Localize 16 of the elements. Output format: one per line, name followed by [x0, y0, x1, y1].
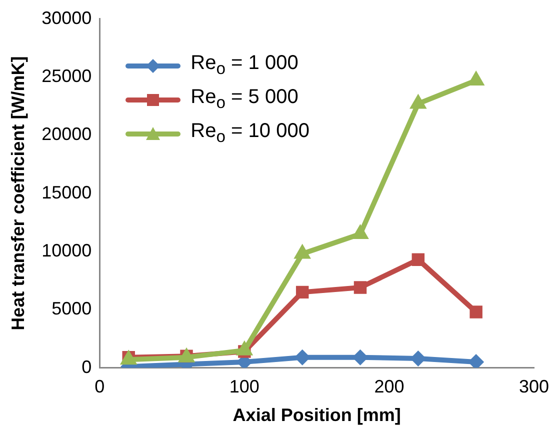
legend-label: Re$_{o}$ = 1 000 — [190, 50, 298, 80]
legend-label: Re$_{o}$ = 10 000 — [190, 118, 310, 148]
y-tick-label: 5000 — [52, 298, 92, 319]
x-tick-label: 0 — [94, 376, 105, 397]
y-tick-label: 0 — [82, 356, 92, 377]
x-tick-label: 200 — [374, 376, 404, 397]
y-tick-label: 15000 — [42, 182, 92, 202]
x-tick-label: 100 — [229, 376, 260, 397]
y-tick-label: 30000 — [42, 8, 92, 28]
x-tick-label: 300 — [518, 376, 550, 397]
y-tick-label: 25000 — [42, 66, 92, 86]
legend-label: Re$_{o}$ = 5 000 — [190, 84, 298, 114]
y-tick-label: 10000 — [42, 240, 92, 260]
y-axis-title: Heat transfer coefficient [W/mK] — [8, 56, 28, 330]
x-axis-title: Axial Position [mm] — [232, 405, 401, 426]
y-tick-label: 20000 — [42, 124, 92, 144]
